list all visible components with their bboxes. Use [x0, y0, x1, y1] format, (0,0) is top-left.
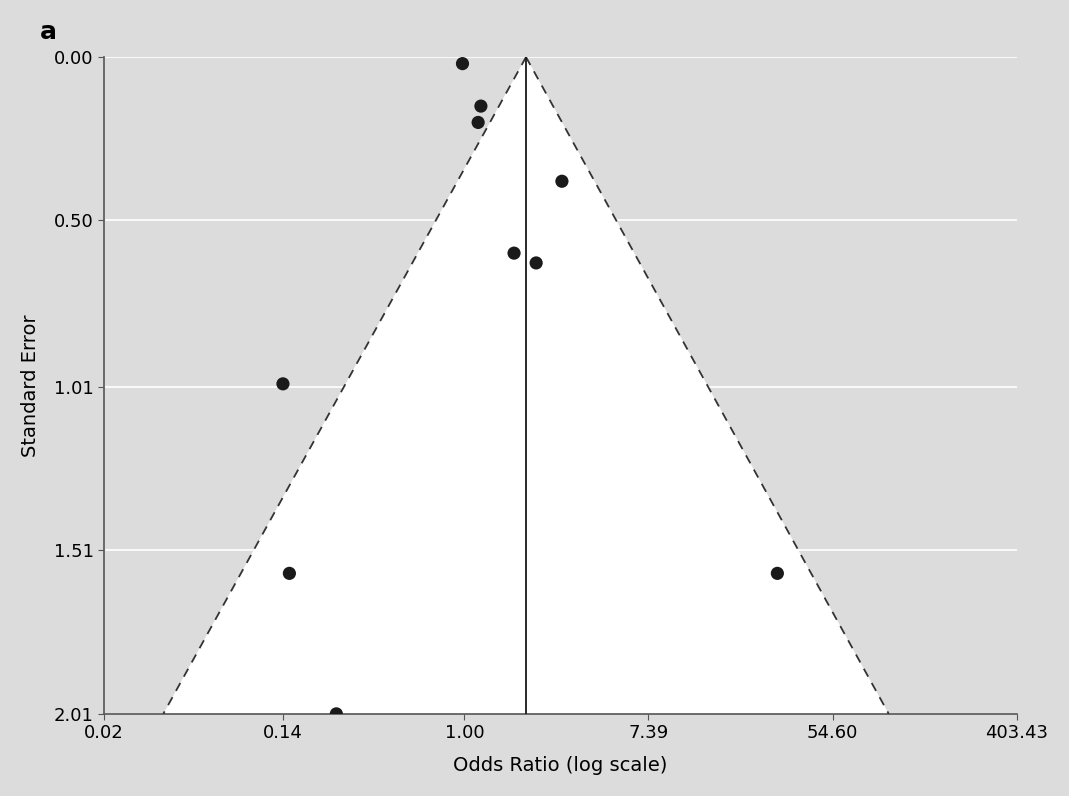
Point	[472, 100, 490, 112]
Point	[275, 377, 292, 390]
Point	[469, 116, 486, 129]
Point	[769, 567, 786, 579]
Point	[281, 567, 298, 579]
Point	[454, 57, 471, 70]
Point	[528, 256, 545, 269]
Point	[328, 708, 345, 720]
Text: a: a	[41, 20, 58, 44]
Y-axis label: Standard Error: Standard Error	[20, 314, 40, 457]
X-axis label: Odds Ratio (log scale): Odds Ratio (log scale)	[453, 756, 667, 775]
Point	[554, 175, 571, 188]
Point	[506, 247, 523, 259]
Polygon shape	[164, 57, 888, 714]
